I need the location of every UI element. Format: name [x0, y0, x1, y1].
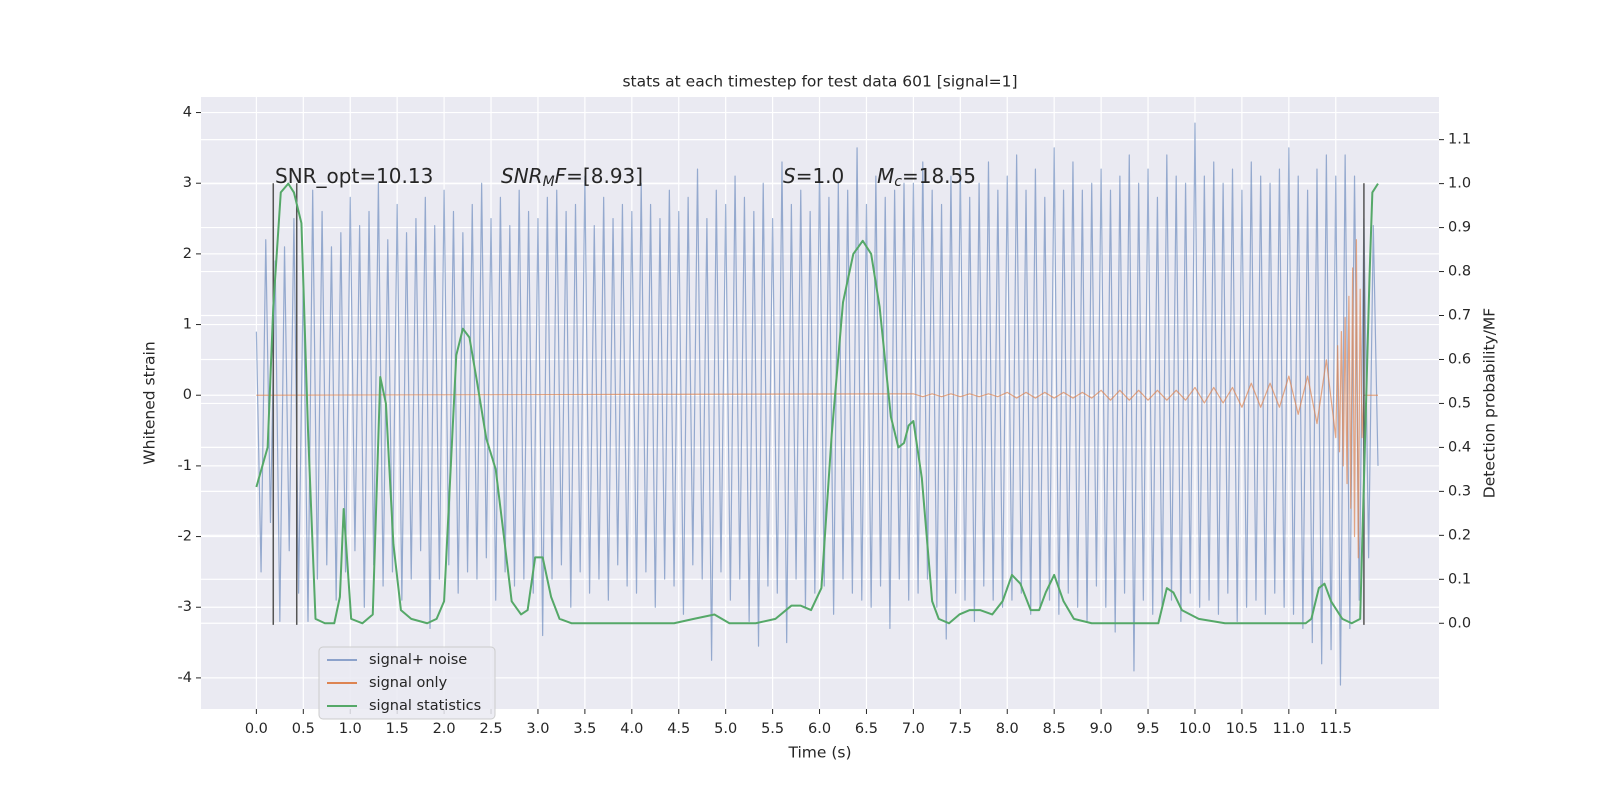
x-tick-label: 4.0	[620, 721, 643, 737]
x-tick-label: 0.0	[245, 721, 268, 737]
x-tick-label: 9.5	[1137, 721, 1160, 737]
x-axis-label: Time (s)	[787, 744, 851, 762]
x-tick-label: 10.0	[1179, 721, 1211, 737]
y-tick-label: -3	[178, 599, 192, 615]
y-tick-label: 2	[183, 246, 192, 262]
y-tick-label: -2	[178, 529, 192, 545]
legend-label: signal statistics	[369, 698, 481, 714]
annotation-part: M	[877, 164, 894, 188]
y-tick-label: -4	[178, 670, 192, 686]
y2-tick-label: 0.5	[1448, 395, 1471, 411]
x-tick-label: 7.0	[902, 721, 925, 737]
annotation: Mc=18.55	[877, 164, 976, 191]
y-tick-label: 0	[183, 387, 192, 403]
x-tick-label: 6.0	[808, 721, 831, 737]
x-tick-label: 11.5	[1320, 721, 1352, 737]
y2-tick-label: 0.9	[1448, 220, 1471, 236]
y2-tick-label: 1.0	[1448, 176, 1471, 192]
x-tick-label: 8.0	[996, 721, 1019, 737]
annotation-part: S	[783, 164, 796, 188]
series-line	[256, 239, 1378, 559]
legend-box	[318, 646, 496, 720]
legend-label: signal+ noise	[369, 652, 467, 668]
x-tick-label: 1.0	[339, 721, 362, 737]
series-line	[255, 122, 1379, 686]
annotation: SNR_opt=10.13	[275, 164, 433, 188]
y2-tick-label: 0.8	[1448, 264, 1471, 280]
x-tick-label: 5.5	[761, 721, 784, 737]
y2-tick-label: 0.2	[1448, 527, 1471, 543]
annotation-part: =1.0	[796, 164, 845, 188]
x-tick-label: 9.0	[1090, 721, 1113, 737]
y2-tick-label: 1.1	[1448, 132, 1471, 148]
annotation-part: SNR_opt=10.13	[275, 164, 433, 188]
x-tick-label: 5.0	[714, 721, 737, 737]
y-tick-label: -1	[178, 458, 192, 474]
annotation-part: M	[543, 174, 555, 190]
x-tick-label: 1.5	[386, 721, 409, 737]
annotation-part: =[8.93]	[566, 164, 643, 188]
x-tick-label: 2.0	[433, 721, 456, 737]
y2-tick-label: 0.0	[1448, 615, 1471, 631]
x-tick-label: 11.0	[1273, 721, 1305, 737]
x-tick-label: 7.5	[949, 721, 972, 737]
annotation: S=1.0	[783, 164, 844, 188]
y2-tick-label: 0.4	[1448, 439, 1471, 455]
x-tick-label: 8.5	[1043, 721, 1066, 737]
y2-tick-label: 0.7	[1448, 308, 1471, 324]
x-tick-label: 4.5	[667, 721, 690, 737]
x-tick-label: 10.5	[1226, 721, 1258, 737]
y-axis-label: Whitened strain	[141, 341, 159, 464]
x-tick-label: 2.5	[479, 721, 502, 737]
annotation: SNRMF=[8.93]	[501, 164, 643, 191]
x-tick-label: 6.5	[855, 721, 878, 737]
y-tick-label: 3	[183, 175, 192, 191]
y-tick-label: 1	[183, 317, 192, 333]
series-line	[255, 182, 1379, 625]
x-tick-label: 0.5	[292, 721, 315, 737]
y2-axis-label: Detection probability/MF	[1481, 308, 1499, 499]
chart-title: stats at each timestep for test data 601…	[622, 73, 1017, 91]
x-tick-label: 3.0	[526, 721, 549, 737]
y2-tick-label: 0.1	[1448, 571, 1471, 587]
y2-tick-label: 0.3	[1448, 483, 1471, 499]
annotation-part: SNR	[501, 164, 543, 188]
annotation-part: c	[894, 174, 902, 190]
y-tick-label: 4	[183, 105, 192, 121]
annotation-part: =18.55	[902, 164, 976, 188]
y2-tick-label: 0.6	[1448, 351, 1471, 367]
legend-label: signal only	[369, 675, 448, 691]
annotation-part: F	[555, 164, 567, 188]
x-tick-label: 3.5	[573, 721, 596, 737]
